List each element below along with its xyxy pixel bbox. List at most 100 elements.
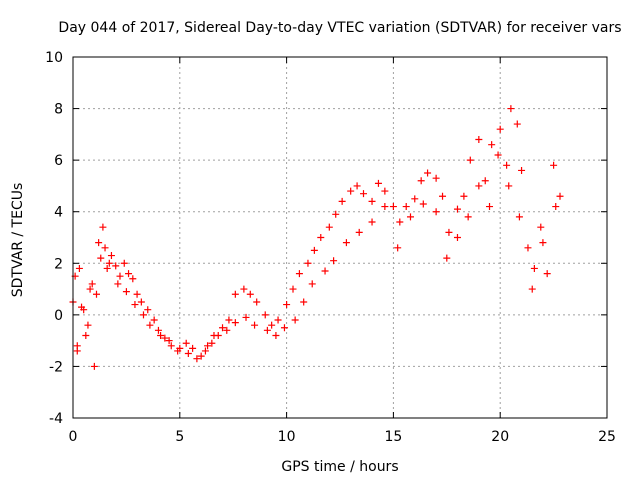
- data-point: [261, 311, 269, 319]
- x-tick-label: 15: [384, 429, 402, 445]
- data-point: [280, 324, 288, 332]
- data-point: [105, 259, 113, 267]
- data-point: [78, 303, 86, 311]
- data-point: [503, 161, 511, 169]
- data-point: [291, 316, 299, 324]
- data-point: [139, 311, 147, 319]
- x-tick-label: 25: [598, 429, 616, 445]
- data-point: [528, 285, 536, 293]
- data-point: [268, 321, 276, 329]
- data-point: [161, 334, 169, 342]
- data-point: [112, 262, 120, 270]
- axis-ticks: 0 5 10 15 20 25 -4 -2 0 2 4 6 8 10: [45, 50, 616, 445]
- data-point: [231, 319, 239, 327]
- data-point: [453, 205, 461, 213]
- data-point: [537, 223, 545, 231]
- data-points: [69, 105, 564, 370]
- data-point: [417, 177, 425, 185]
- data-point: [353, 182, 361, 190]
- data-point: [184, 350, 192, 358]
- data-point: [494, 151, 502, 159]
- data-point: [73, 347, 81, 355]
- data-point: [189, 344, 197, 352]
- data-point: [507, 105, 515, 113]
- data-point: [208, 339, 216, 347]
- data-point: [101, 244, 109, 252]
- data-point: [103, 264, 111, 272]
- data-point: [338, 197, 346, 205]
- y-tick-label: 4: [54, 205, 63, 221]
- data-point: [263, 326, 271, 334]
- data-point: [197, 352, 205, 360]
- data-point: [552, 203, 560, 211]
- y-tick-label: -2: [49, 359, 63, 375]
- data-point: [146, 321, 154, 329]
- y-tick-label: -4: [49, 411, 63, 427]
- data-point: [453, 234, 461, 241]
- data-point: [84, 321, 92, 329]
- data-point: [402, 203, 410, 211]
- data-point: [432, 174, 440, 182]
- data-point: [219, 324, 227, 332]
- data-point: [114, 280, 122, 288]
- data-point: [325, 223, 333, 231]
- data-point: [90, 362, 98, 370]
- x-axis-label: GPS time / hours: [281, 459, 398, 475]
- data-point: [308, 280, 316, 288]
- data-point: [120, 259, 128, 267]
- data-point: [543, 270, 551, 278]
- grid-lines: [73, 57, 607, 418]
- data-point: [475, 182, 483, 190]
- data-point: [272, 331, 280, 339]
- data-point: [283, 301, 291, 309]
- data-point: [95, 239, 103, 247]
- data-point: [253, 298, 261, 306]
- data-point: [347, 187, 355, 195]
- y-tick-label: 8: [54, 102, 63, 118]
- chart-title: Day 044 of 2017, Sidereal Day-to-day VTE…: [58, 20, 621, 36]
- data-point: [556, 192, 564, 200]
- data-point: [289, 285, 297, 293]
- data-point: [330, 257, 338, 265]
- data-point: [201, 347, 209, 355]
- data-point: [515, 213, 523, 221]
- data-point: [133, 290, 141, 298]
- data-point: [310, 246, 318, 254]
- data-point: [359, 190, 367, 198]
- data-point: [214, 331, 222, 339]
- data-point: [550, 161, 558, 169]
- data-point: [274, 316, 282, 324]
- x-tick-label: 0: [69, 429, 78, 445]
- data-point: [246, 290, 254, 298]
- data-point: [374, 179, 382, 187]
- plot-frame: [72, 56, 608, 419]
- data-point: [129, 275, 137, 283]
- data-point: [157, 331, 165, 339]
- data-point: [165, 337, 173, 345]
- data-point: [368, 197, 376, 205]
- data-point: [406, 213, 414, 221]
- data-point: [107, 252, 115, 260]
- data-point: [131, 301, 139, 309]
- y-axis-label: SDTVAR / TECUs: [10, 183, 26, 298]
- data-point: [411, 195, 419, 203]
- data-point: [460, 192, 468, 200]
- data-point: [539, 239, 547, 247]
- data-point: [116, 272, 124, 280]
- data-point: [225, 316, 233, 324]
- data-point: [150, 316, 158, 324]
- data-point: [466, 156, 474, 164]
- data-point: [122, 288, 130, 296]
- data-point: [174, 347, 182, 355]
- x-tick-label: 10: [278, 429, 296, 445]
- data-point: [137, 298, 145, 306]
- y-tick-label: 6: [54, 153, 63, 169]
- data-point: [355, 228, 363, 236]
- data-point: [88, 280, 96, 288]
- data-point: [167, 342, 175, 350]
- data-point: [389, 203, 397, 211]
- data-point: [505, 182, 513, 190]
- data-point: [481, 177, 489, 185]
